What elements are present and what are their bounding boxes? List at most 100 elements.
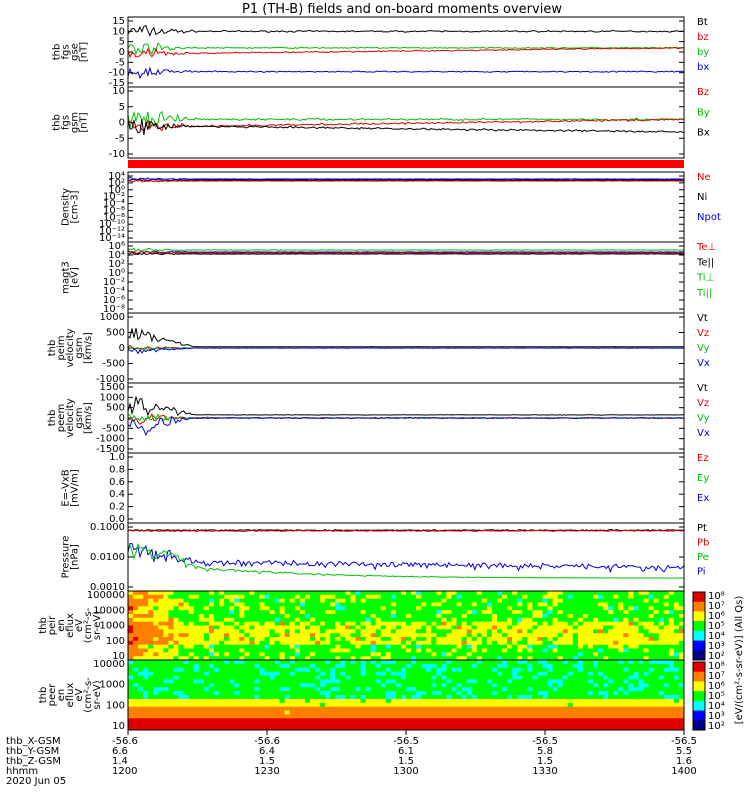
spectrogram-cell <box>663 617 670 623</box>
spectrogram-cell <box>350 606 356 611</box>
spectrogram-cell <box>552 687 559 692</box>
spectrogram-cell <box>471 687 478 692</box>
spectrogram-cell <box>380 606 387 611</box>
y-axis-label-line: Density <box>61 188 72 226</box>
spectrogram-cell <box>476 633 483 638</box>
spectrogram-cell <box>138 621 144 626</box>
spectrogram-cell <box>375 675 382 680</box>
spectrogram-cell <box>148 656 154 661</box>
spectrogram-cell <box>406 660 412 665</box>
spectrogram-cell <box>431 702 437 708</box>
spectrogram-cell <box>385 691 392 696</box>
spectrogram-cell <box>183 675 190 680</box>
spectrogram-cell <box>315 726 321 731</box>
spectrogram-cell <box>375 710 382 715</box>
spectrogram-cell <box>269 675 276 680</box>
spectrogram-cell <box>451 660 458 665</box>
spectrogram-cell <box>431 683 437 688</box>
spectrogram-cell <box>522 621 528 626</box>
spectrogram-cell <box>188 691 195 696</box>
spectrogram-cell <box>193 629 200 634</box>
spectrogram-cell <box>517 648 523 653</box>
spectrogram-cell <box>491 614 498 619</box>
spectrogram-cell <box>572 702 579 708</box>
spectrogram-cell <box>582 660 589 665</box>
spectrogram-cell <box>315 671 321 677</box>
spectrogram-cell <box>168 722 174 727</box>
spectrogram-cell <box>148 606 154 611</box>
spectrogram-cell <box>213 660 220 665</box>
spectrogram-cell <box>416 644 422 649</box>
spectrogram-cell <box>264 594 271 600</box>
spectrogram-cell <box>289 656 296 661</box>
spectrogram-cell <box>426 591 432 596</box>
spectrogram-cell <box>385 698 392 704</box>
spectrogram-cell <box>153 714 159 719</box>
spectrogram-cell <box>406 606 412 611</box>
spectrogram-cell <box>577 663 584 669</box>
spectrogram-cell <box>446 706 452 712</box>
spectrogram-cell <box>345 629 351 634</box>
spectrogram-cell <box>168 675 174 680</box>
spectrogram-cell <box>512 683 518 688</box>
spectrogram-cell <box>456 667 463 673</box>
spectrogram-cell <box>239 637 245 642</box>
spectrogram-cell <box>274 598 281 603</box>
spectrogram-cell <box>446 617 452 623</box>
spectrogram-cell <box>411 722 417 727</box>
spectrogram-cell <box>213 625 220 630</box>
spectrogram-cell <box>603 679 609 684</box>
panel-frame <box>127 522 685 592</box>
spectrogram-cell <box>471 698 478 704</box>
spectrogram-cell <box>572 606 579 611</box>
spectrogram-cell <box>507 675 513 680</box>
spectrogram-cell <box>299 606 306 611</box>
spectrogram-cell <box>451 710 458 715</box>
spectrogram-cell <box>390 675 397 680</box>
spectrogram-cell <box>562 710 569 715</box>
spectrogram-cell <box>547 606 554 611</box>
spectrogram-cell <box>289 722 296 727</box>
spectrogram-cell <box>208 644 215 649</box>
spectrogram-cell <box>476 710 483 715</box>
spectrogram-cell <box>183 633 190 638</box>
spectrogram-cell <box>582 591 589 596</box>
spectrogram-cell <box>183 629 190 634</box>
spectrogram-cell <box>446 633 452 638</box>
spectrogram-cell <box>572 683 579 688</box>
spectrogram-cell <box>476 706 483 712</box>
spectrogram-cell <box>188 706 195 712</box>
spectrogram-cell <box>345 710 351 715</box>
spectrogram-cell <box>325 621 331 626</box>
spectrogram-cell <box>497 598 503 603</box>
spectrogram-cell <box>143 726 149 731</box>
series-Vx <box>127 347 685 355</box>
spectrogram-cell <box>663 660 670 665</box>
footer-value: 1300 <box>393 766 418 777</box>
spectrogram-cell <box>603 726 609 731</box>
spectrogram-cell <box>133 722 139 727</box>
spectrogram-cell <box>330 640 336 646</box>
spectrogram-cell <box>471 663 478 669</box>
spectrogram-cell <box>320 718 326 723</box>
spectrogram-cell <box>269 695 276 700</box>
spectrogram-cell <box>603 667 609 673</box>
spectrogram-cell <box>375 706 382 712</box>
spectrogram-cell <box>264 660 271 665</box>
spectrogram-cell <box>527 629 533 634</box>
spectrogram-cell <box>158 663 164 669</box>
spectrogram-cell <box>476 640 483 646</box>
spectrogram-cell <box>138 629 144 634</box>
spectrogram-cell <box>133 687 139 692</box>
spectrogram-cell <box>294 695 301 700</box>
spectrogram-cell <box>274 637 281 642</box>
legend-entry: Vx <box>697 358 710 369</box>
spectrogram-cell <box>143 594 149 600</box>
spectrogram-cell <box>638 606 645 611</box>
spectrogram-cell <box>441 714 447 719</box>
spectrogram-cell <box>446 598 452 603</box>
spectrogram-cell <box>502 606 508 611</box>
spectrogram-cell <box>395 614 402 619</box>
spectrogram-cell <box>143 648 149 653</box>
